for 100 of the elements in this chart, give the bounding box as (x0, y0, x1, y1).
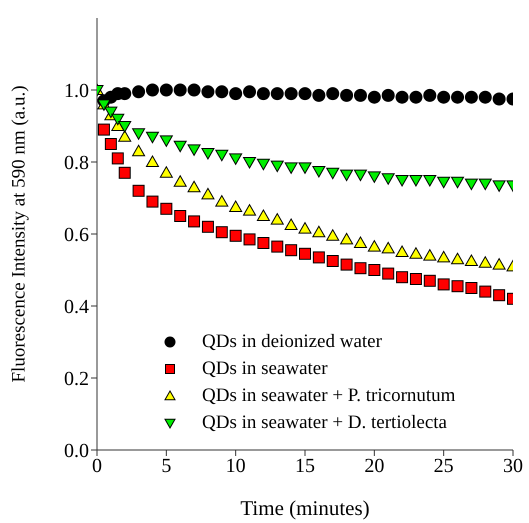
point (201, 188, 214, 200)
point (243, 157, 256, 168)
x-tick-label: 30 (503, 455, 523, 478)
point (326, 229, 340, 241)
point (118, 121, 132, 132)
point (188, 84, 201, 96)
legend-label: QDs in seawater + P. tricornutum (202, 384, 456, 408)
point (270, 87, 284, 100)
point (284, 162, 298, 174)
point (451, 252, 464, 264)
point (479, 286, 492, 298)
point (215, 150, 228, 162)
point (409, 247, 422, 259)
point (111, 114, 124, 126)
point (409, 175, 422, 186)
point (174, 84, 187, 96)
point (104, 138, 117, 150)
y-tick-label: 0.0 (64, 440, 89, 462)
point (340, 258, 353, 271)
legend-label: QDs in seawater (202, 357, 328, 381)
point (201, 85, 214, 98)
point (368, 240, 381, 252)
point (188, 180, 201, 192)
point (270, 160, 284, 172)
point (340, 232, 354, 244)
point (396, 271, 408, 284)
legend-label: QDs in seawater + D. tertiolecta (202, 411, 447, 435)
point (270, 213, 284, 225)
point (492, 92, 506, 106)
point (423, 175, 436, 186)
point (146, 132, 159, 144)
y-axis-title: Fluorescence Intensity at 590 nm (a.u.) (8, 85, 30, 383)
point (174, 210, 186, 222)
point (244, 233, 256, 246)
point (478, 90, 492, 104)
point (160, 166, 173, 178)
point (437, 250, 450, 262)
point (354, 170, 367, 182)
point (285, 244, 298, 256)
x-tick-label: 0 (92, 455, 102, 478)
point (354, 262, 366, 274)
point (465, 282, 478, 294)
point (298, 162, 312, 174)
point (174, 140, 187, 152)
point (146, 156, 159, 167)
point (368, 264, 380, 276)
point (243, 204, 256, 216)
point (437, 90, 450, 104)
point (354, 236, 367, 248)
x-tick-label: 20 (364, 455, 384, 478)
point (216, 226, 228, 238)
point (382, 88, 395, 102)
point (257, 237, 270, 249)
point (271, 240, 284, 253)
point (118, 166, 131, 179)
point (326, 255, 339, 267)
point (298, 87, 312, 100)
y-tick-label: 1.0 (64, 80, 89, 102)
point (132, 144, 146, 156)
point (160, 202, 172, 215)
point (215, 195, 228, 207)
point (492, 258, 506, 270)
point (396, 175, 409, 186)
point (478, 256, 492, 268)
point (437, 176, 450, 188)
point (410, 273, 422, 285)
point (243, 85, 256, 98)
point (368, 90, 381, 104)
point (423, 88, 436, 102)
point (312, 226, 326, 238)
point (118, 130, 132, 142)
point (312, 251, 325, 264)
point (146, 196, 158, 208)
point (492, 180, 506, 192)
point (230, 230, 242, 242)
point (396, 246, 409, 257)
point (438, 278, 450, 290)
point (312, 166, 326, 178)
point (382, 268, 394, 280)
point (256, 210, 270, 221)
point (299, 248, 311, 260)
point (340, 170, 354, 182)
point (326, 87, 340, 100)
point (464, 178, 478, 190)
y-tick-label: 0.2 (64, 368, 89, 390)
point (112, 152, 124, 164)
point (132, 85, 146, 98)
point (298, 222, 312, 234)
point (132, 128, 146, 140)
point (478, 178, 492, 190)
x-tick-label: 15 (295, 455, 315, 478)
point (451, 90, 464, 104)
y-tick-label: 0.4 (64, 296, 89, 318)
point (409, 90, 422, 104)
point (354, 88, 367, 102)
point (201, 148, 214, 160)
x-tick-label: 10 (226, 455, 246, 478)
point (312, 88, 326, 102)
x-tick-label: 25 (434, 455, 454, 478)
point (284, 218, 298, 230)
